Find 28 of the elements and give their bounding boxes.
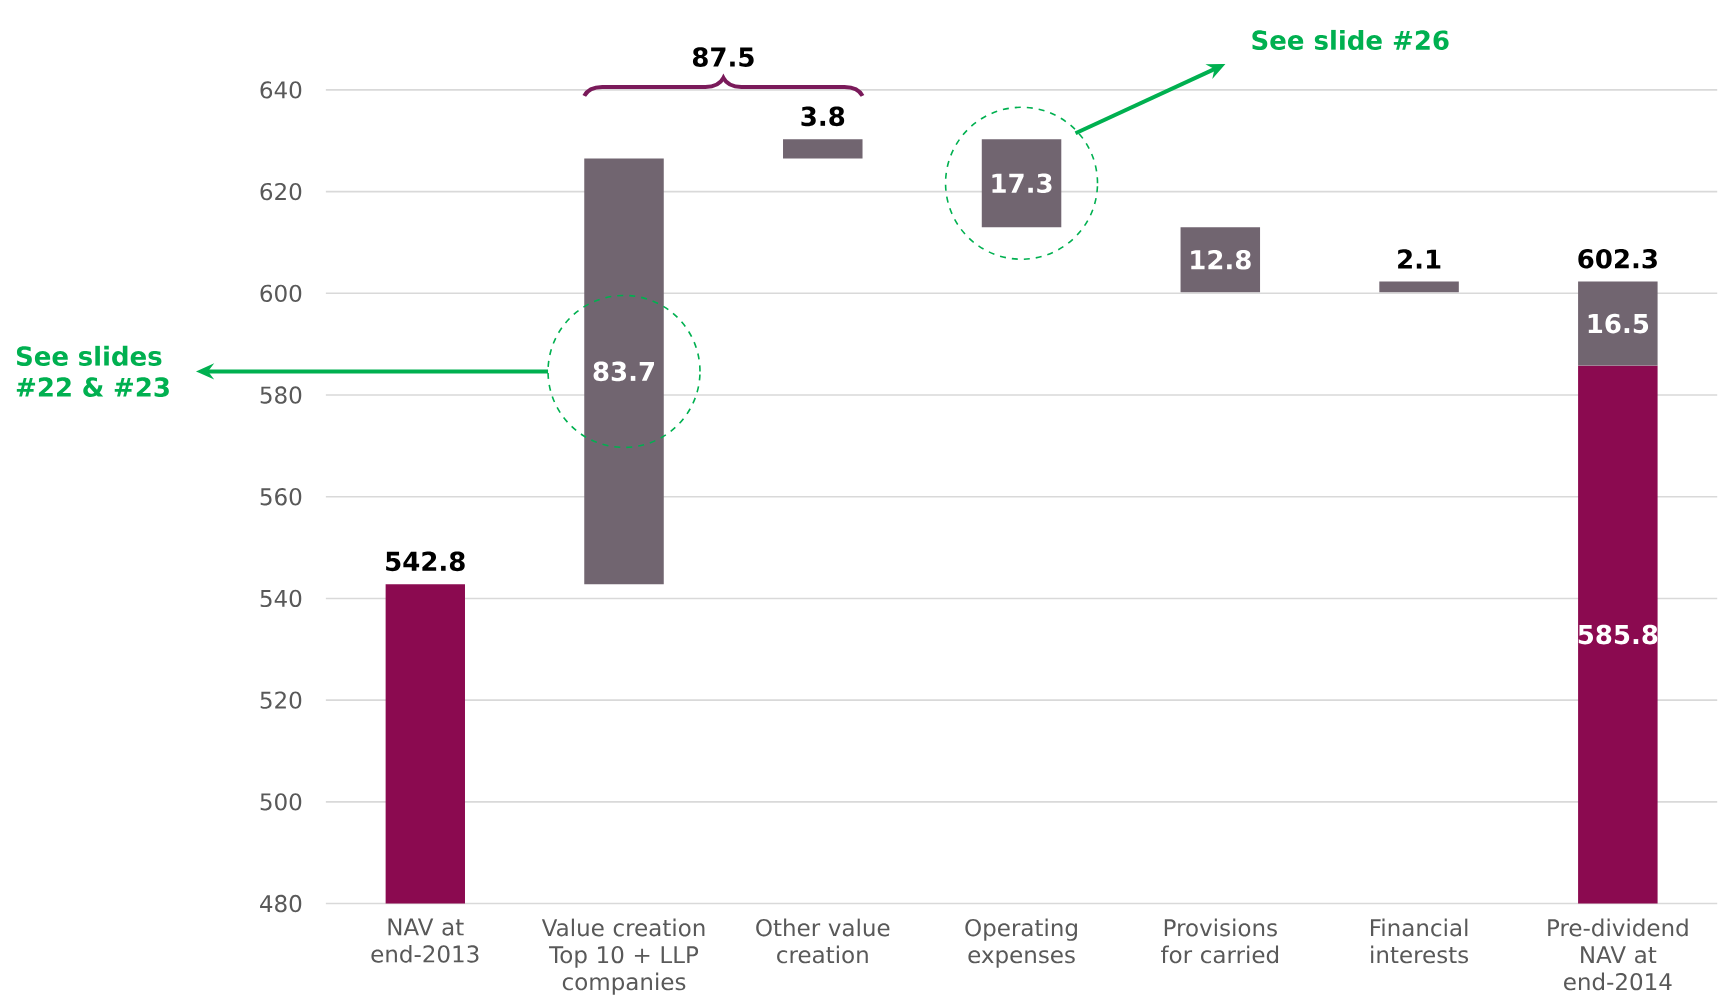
y-tick-label: 500	[260, 793, 302, 811]
y-tick-label: 620	[260, 183, 302, 201]
y-tick-label: 600	[260, 284, 302, 303]
data-label: 2.1	[1398, 249, 1441, 269]
total-label: 602.3	[1578, 249, 1657, 269]
x-tick-label: Financial interests	[1370, 918, 1469, 964]
data-label: 83.7	[593, 361, 655, 382]
y-tick-label: 540	[260, 589, 302, 608]
x-tick-label: NAV at end-2013	[371, 918, 479, 963]
y-tick-label: 480	[260, 895, 302, 913]
y-tick-label: 560	[260, 488, 302, 506]
x-tick-label: Other value creation	[756, 918, 890, 964]
x-tick-label: Pre-dividend NAV at end-2014	[1548, 918, 1688, 991]
text: See slide #26	[1252, 30, 1449, 51]
text: See slides #22 & #23	[16, 346, 169, 398]
y-tick-label: 520	[260, 691, 302, 710]
data-label: 17.3	[992, 173, 1052, 194]
data-label: 12.8	[1191, 250, 1251, 270]
x-tick-label: Value creation Top 10 + LLP companies	[541, 918, 705, 996]
x-tick-label: Operating expenses	[965, 918, 1077, 969]
data-label: 585.8	[1578, 624, 1658, 645]
y-tick-label: 640	[260, 81, 302, 99]
data-label: 16.5	[1588, 314, 1649, 334]
data-label: 542.8	[386, 551, 465, 572]
x-tick-label: Provisions for carried	[1161, 918, 1279, 964]
data-label: 3.8	[801, 106, 845, 127]
y-tick-label: 580	[260, 386, 302, 404]
text: 87.5	[692, 47, 754, 68]
